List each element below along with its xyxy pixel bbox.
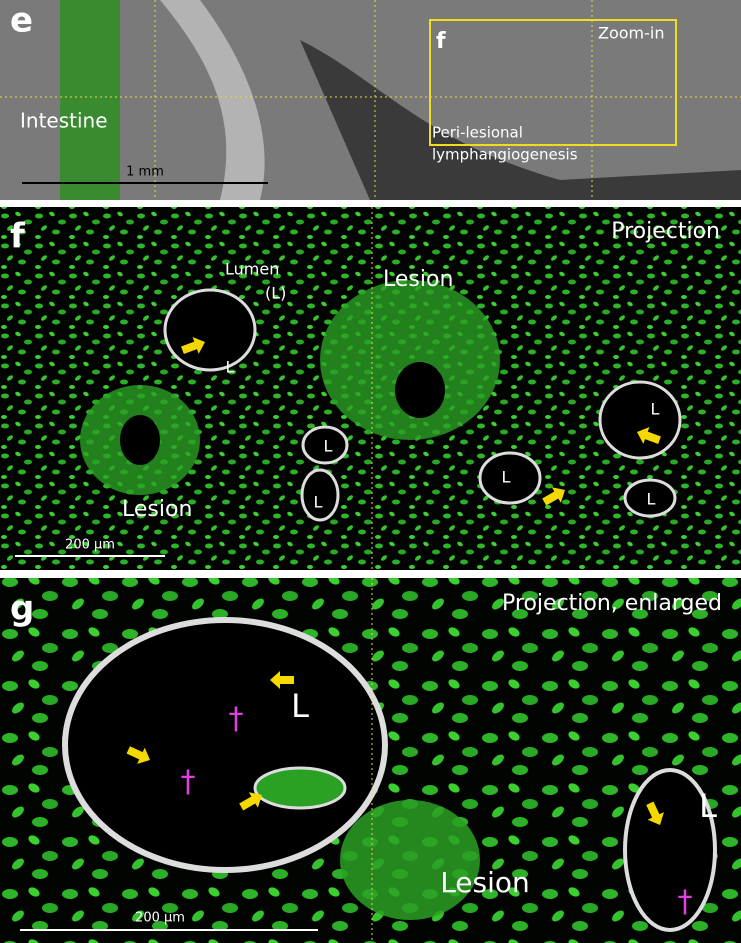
lymph-vessel xyxy=(165,290,255,370)
lumen-mark: L xyxy=(324,437,333,456)
panel-g: g Projection, enlarged L L Lesion † † † … xyxy=(0,578,741,943)
dagger: † xyxy=(678,885,693,920)
lymph-vessel xyxy=(65,620,385,870)
lumen xyxy=(120,415,160,465)
lesion-label: Lesion xyxy=(440,866,530,899)
lesion-region xyxy=(340,800,480,920)
dagger: † xyxy=(181,765,196,800)
panel-label: f xyxy=(10,217,26,257)
lumen xyxy=(395,362,445,418)
figure: e f Zoom-in Intestine Peri-lesional lymp… xyxy=(0,0,741,943)
scale-label: 1 mm xyxy=(126,165,164,180)
lumen-mark: L xyxy=(647,490,656,509)
region-label: Peri-lesional xyxy=(432,124,523,142)
lumen-mark: L xyxy=(314,493,323,512)
panel-label: e xyxy=(10,1,33,41)
lumen-mark: L xyxy=(699,787,717,825)
panel-label: g xyxy=(10,589,34,629)
zoom-label: Zoom-in xyxy=(598,24,664,43)
scale-label: 200 µm xyxy=(65,538,115,553)
panel-e: e f Zoom-in Intestine Peri-lesional lymp… xyxy=(0,0,741,200)
tissue-label: Intestine xyxy=(20,109,108,133)
lesion-label: Lesion xyxy=(122,497,192,522)
lumen-label: (L) xyxy=(265,284,286,303)
lumen-mark: L xyxy=(651,400,660,419)
view-label: Projection xyxy=(611,219,720,244)
lesion-label: Lesion xyxy=(383,267,453,292)
lumen-mark: L xyxy=(502,468,511,487)
region-label: lymphangiogenesis xyxy=(432,146,578,164)
view-label: Projection, enlarged xyxy=(502,591,722,616)
lumen-label: Lumen xyxy=(225,260,279,279)
lumen-mark: L xyxy=(291,687,309,725)
dagger: † xyxy=(229,702,244,737)
scale-label: 200 µm xyxy=(135,911,185,926)
lesion-region xyxy=(320,280,500,440)
vessel-wall xyxy=(255,768,345,808)
inset-label: f xyxy=(436,29,446,54)
panel-f: f Projection Lumen (L) Lesion Lesion L L… xyxy=(0,207,741,570)
lymph-vessel xyxy=(600,382,680,458)
lumen-mark: L xyxy=(226,358,235,377)
intestine-band xyxy=(60,0,120,200)
